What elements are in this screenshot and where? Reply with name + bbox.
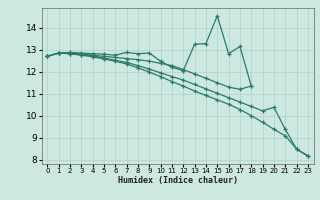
X-axis label: Humidex (Indice chaleur): Humidex (Indice chaleur) — [118, 176, 237, 185]
